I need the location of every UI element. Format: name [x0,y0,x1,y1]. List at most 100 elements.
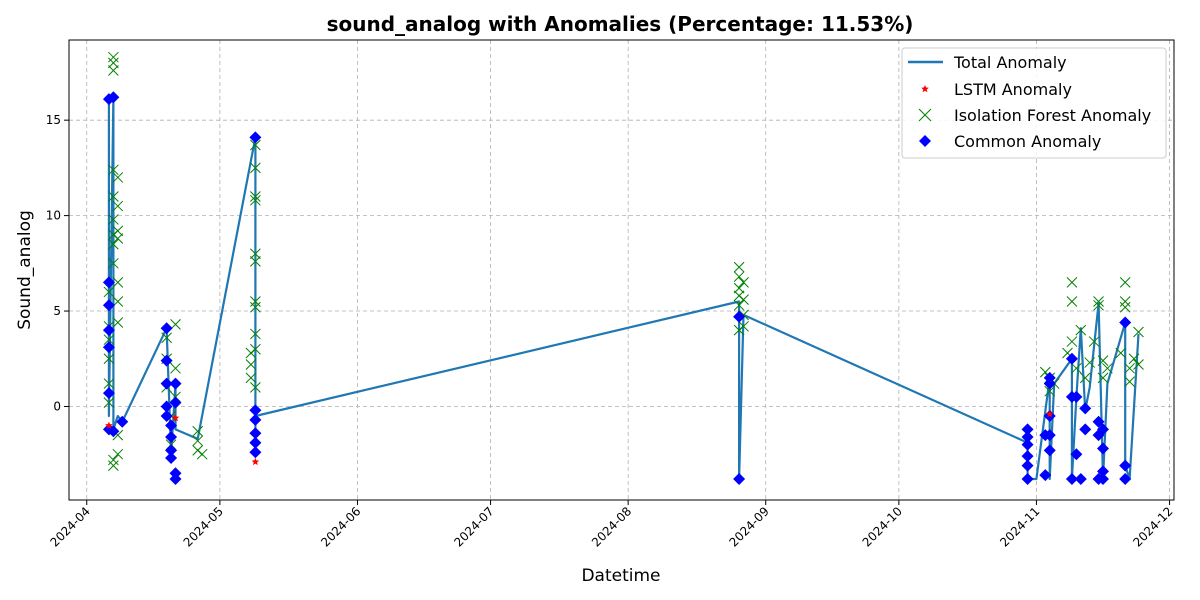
x-marker-stroke [250,328,261,340]
isolation-forest-point [112,172,124,183]
x-axis-label: Datetime [581,566,660,586]
x-marker-stroke [108,257,119,269]
isolation-forest-point [112,448,124,460]
common-anomaly-point [102,341,115,354]
common-anomaly-point [160,322,173,335]
common-anomaly-point [1065,352,1078,365]
x-marker-stroke [733,261,745,273]
legend-label: LSTM Anomaly [954,80,1072,99]
isolation-forest-point [738,320,749,332]
common-anomaly-point [1021,423,1034,436]
lstm-anomaly-point [1045,410,1054,418]
x-marker-stroke [103,286,115,298]
isolation-forest-point [192,435,204,447]
x-marker-stroke [1088,336,1100,347]
x-marker-stroke [1102,362,1113,374]
isolation-forest-point [1097,355,1109,367]
x-marker-stroke [1071,362,1082,374]
x-marker-stroke [1093,296,1104,307]
isolation-forest-point [103,378,115,389]
isolation-forest-point [108,454,119,466]
x-marker-stroke [1093,299,1104,311]
common-anomaly-point [102,276,115,289]
common-anomaly-point [1074,473,1087,486]
x-marker-stroke [192,425,204,437]
legend-entry: Isolation Forest Anomaly [918,106,1151,125]
x-marker-stroke [1062,347,1073,359]
isolation-forest-point [1133,359,1144,370]
common-anomaly-point [249,427,262,440]
common-anomaly-point [102,299,115,312]
common-anomaly-point [165,419,178,432]
x-marker-stroke [108,57,119,69]
legend-swatch-x [918,108,932,122]
x-marker-stroke [112,225,124,237]
isolation-forest-point [103,334,115,346]
x-marker-stroke [1079,372,1091,384]
x-marker-stroke [108,65,119,76]
isolation-forest-point [250,191,261,202]
x-marker-stroke [250,139,261,151]
isolation-forest-point [108,191,119,202]
y-tick-label: 10 [46,209,61,223]
lstm-anomaly-point [251,457,260,466]
isolation-forest-point [192,425,204,437]
isolation-forest-point [1071,362,1082,374]
x-marker-stroke [112,448,124,460]
x-marker-stroke [250,296,261,307]
legend-label: Isolation Forest Anomaly [954,106,1151,125]
x-marker-stroke [112,317,124,328]
lstm-anomaly-point [105,421,113,429]
lstm-anomaly-point [171,413,180,422]
x-marker-stroke [1044,385,1056,397]
x-marker-stroke [245,359,257,370]
x-marker-stroke [1124,362,1135,374]
y-tick-label: 0 [53,399,61,413]
isolation-forest-point [112,277,124,288]
isolation-forest-point [245,372,257,384]
common-anomaly-point [1119,473,1132,486]
x-marker-stroke [250,191,261,202]
isolation-forest-point [738,294,749,305]
isolation-forest-point [1044,385,1056,397]
common-anomaly-point [102,324,115,337]
isolation-forest-point [250,162,261,174]
x-marker-stroke [1119,277,1131,288]
isolation-forest-point [103,353,115,365]
x-marker-stroke [1133,326,1144,338]
common-anomaly-point [1043,429,1056,442]
plot-frame [68,39,1175,501]
isolation-forest-point [250,248,261,260]
common-anomaly-point [107,425,120,438]
isolation-forest-point [112,233,124,244]
isolation-forest-point [196,448,208,460]
common-anomaly-point [169,473,182,486]
x-marker-stroke [108,214,119,225]
legend-label: Total Anomaly [953,53,1067,72]
common-anomaly-point [1065,473,1078,486]
isolation-forest-point [170,362,181,374]
isolation-forest-point [108,164,119,176]
common-anomaly-point [160,400,173,413]
common-anomaly-point [165,431,178,444]
isolation-forest-point [108,214,119,225]
x-marker-stroke [108,454,119,466]
legend-entry: Total Anomaly [908,53,1067,72]
isolation-forest-point [1088,336,1100,347]
isolation-forest-point [1115,347,1127,359]
common-anomaly-point [160,354,173,367]
isolation-forest-point [1133,326,1144,338]
x-marker-stroke [112,277,124,288]
common-anomaly-point [1043,377,1056,390]
isolation-forest-point [1066,296,1078,307]
x-marker-stroke [250,162,261,174]
isolation-forest-point [250,328,261,340]
isolation-forest-point [1066,336,1078,347]
isolation-forest-point [108,460,119,471]
x-marker-stroke [161,332,172,344]
isolation-forest-point [103,286,115,298]
isolation-forest-point [250,139,261,151]
isolation-forest-point [738,277,749,288]
common-anomaly-point [1070,390,1083,403]
